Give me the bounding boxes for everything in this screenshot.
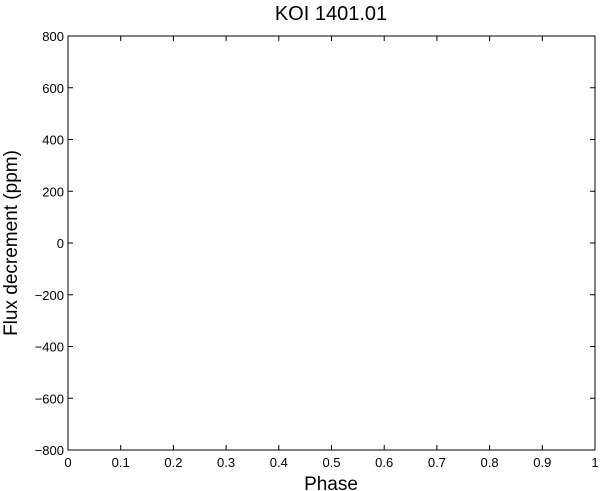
axes: 0 0.1 0.2 0.3 0.4 0.5 0.6 0.7 0.8 0.9 1 −800 −600 −40…: [35, 29, 599, 470]
x-tick-label: 0.5: [322, 455, 340, 470]
x-tick-label: 0.2: [164, 455, 182, 470]
x-axis-title: Phase: [304, 474, 358, 491]
x-tick-label: 0: [64, 455, 71, 470]
y-tick-label: 600: [42, 81, 64, 96]
chart-title: KOI 1401.01: [275, 3, 387, 25]
x-tick-label: 0.4: [270, 455, 288, 470]
y-tick-label: −800: [35, 443, 64, 458]
y-axis-title: Flux decrement (ppm): [1, 150, 22, 336]
x-tick-label: 0.8: [481, 455, 499, 470]
y-tick-label: −200: [35, 288, 64, 303]
x-tick-label: 0.7: [428, 455, 446, 470]
plot-frame: [67, 35, 596, 451]
y-tick-label: −600: [35, 391, 64, 406]
x-tick-label: 1: [591, 455, 598, 470]
y-tick-label: 400: [42, 133, 64, 148]
y-tick-label: 800: [42, 29, 64, 44]
x-tick-label: 0.3: [217, 455, 235, 470]
y-tick-label: −400: [35, 340, 64, 355]
y-tick-label: 200: [42, 184, 64, 199]
x-tick-label: 0.9: [533, 455, 551, 470]
y-tick-label: 0: [57, 236, 64, 251]
x-tick-label: 0.6: [375, 455, 393, 470]
x-tick-label: 0.1: [112, 455, 130, 470]
